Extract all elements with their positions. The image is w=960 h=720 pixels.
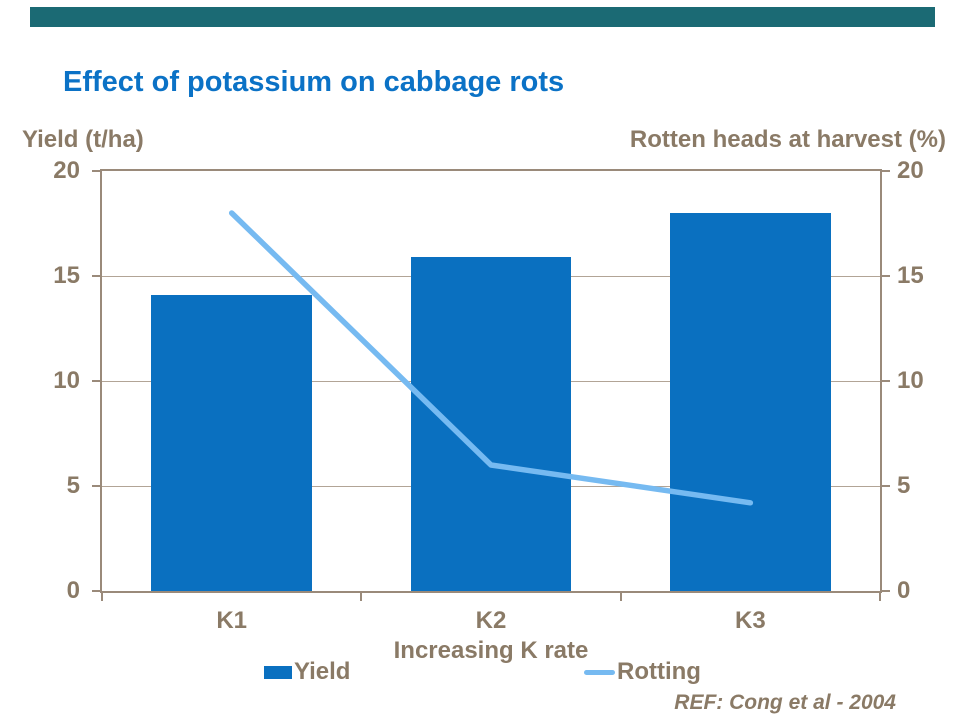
left-tick-20 bbox=[92, 170, 100, 172]
left-axis-label-5: 5 bbox=[66, 472, 80, 499]
bottom-tick-3 bbox=[879, 593, 881, 601]
right-axis-label-20: 20 bbox=[897, 157, 924, 184]
bar-K1 bbox=[151, 294, 313, 591]
bottom-tick-2 bbox=[619, 593, 622, 601]
category-label-K1: K1 bbox=[216, 607, 247, 634]
header-accent-bar bbox=[30, 7, 935, 27]
right-tick-0 bbox=[882, 590, 890, 592]
bar-K3 bbox=[669, 213, 831, 591]
left-tick-0 bbox=[92, 590, 100, 592]
plot-area bbox=[100, 169, 882, 593]
left-tick-10 bbox=[92, 380, 100, 382]
right-tick-20 bbox=[882, 170, 890, 172]
yield-legend-label: Yield bbox=[294, 658, 351, 685]
left-axis-title: Yield (t/ha) bbox=[22, 126, 144, 153]
bottom-tick-0 bbox=[101, 593, 103, 601]
bar-K2 bbox=[410, 257, 572, 591]
legend-item-yield: Yield bbox=[264, 658, 350, 686]
reference-note: REF: Cong et al - 2004 bbox=[674, 691, 896, 714]
left-tick-5 bbox=[92, 485, 100, 487]
rotting-legend-label: Rotting bbox=[617, 658, 701, 685]
left-axis-label-15: 15 bbox=[53, 262, 80, 289]
category-label-K2: K2 bbox=[475, 607, 507, 634]
right-axis-title: Rotten heads at harvest (%) bbox=[629, 126, 946, 153]
left-axis-label-0: 0 bbox=[66, 577, 80, 604]
right-axis-label-15: 15 bbox=[897, 262, 924, 289]
left-tick-15 bbox=[92, 275, 100, 277]
left-axis-label-10: 10 bbox=[53, 367, 80, 394]
right-axis-label-5: 5 bbox=[897, 472, 911, 499]
right-axis-label-0: 0 bbox=[897, 577, 911, 604]
rotting-legend-swatch-icon bbox=[584, 669, 615, 675]
chart-title: Effect of potassium on cabbage rots bbox=[63, 66, 565, 98]
left-axis-label-20: 20 bbox=[53, 157, 80, 184]
legend-item-rotting: Rotting bbox=[584, 658, 701, 686]
x-axis-title: Increasing K rate bbox=[393, 637, 589, 664]
yield-legend-swatch-icon bbox=[264, 665, 292, 679]
category-label-K3: K3 bbox=[734, 607, 766, 634]
right-tick-15 bbox=[882, 275, 890, 277]
rotting-line-series bbox=[228, 210, 754, 506]
right-axis-label-10: 10 bbox=[897, 367, 924, 394]
right-tick-10 bbox=[882, 380, 890, 382]
right-tick-5 bbox=[882, 485, 890, 487]
bottom-tick-1 bbox=[360, 593, 363, 601]
